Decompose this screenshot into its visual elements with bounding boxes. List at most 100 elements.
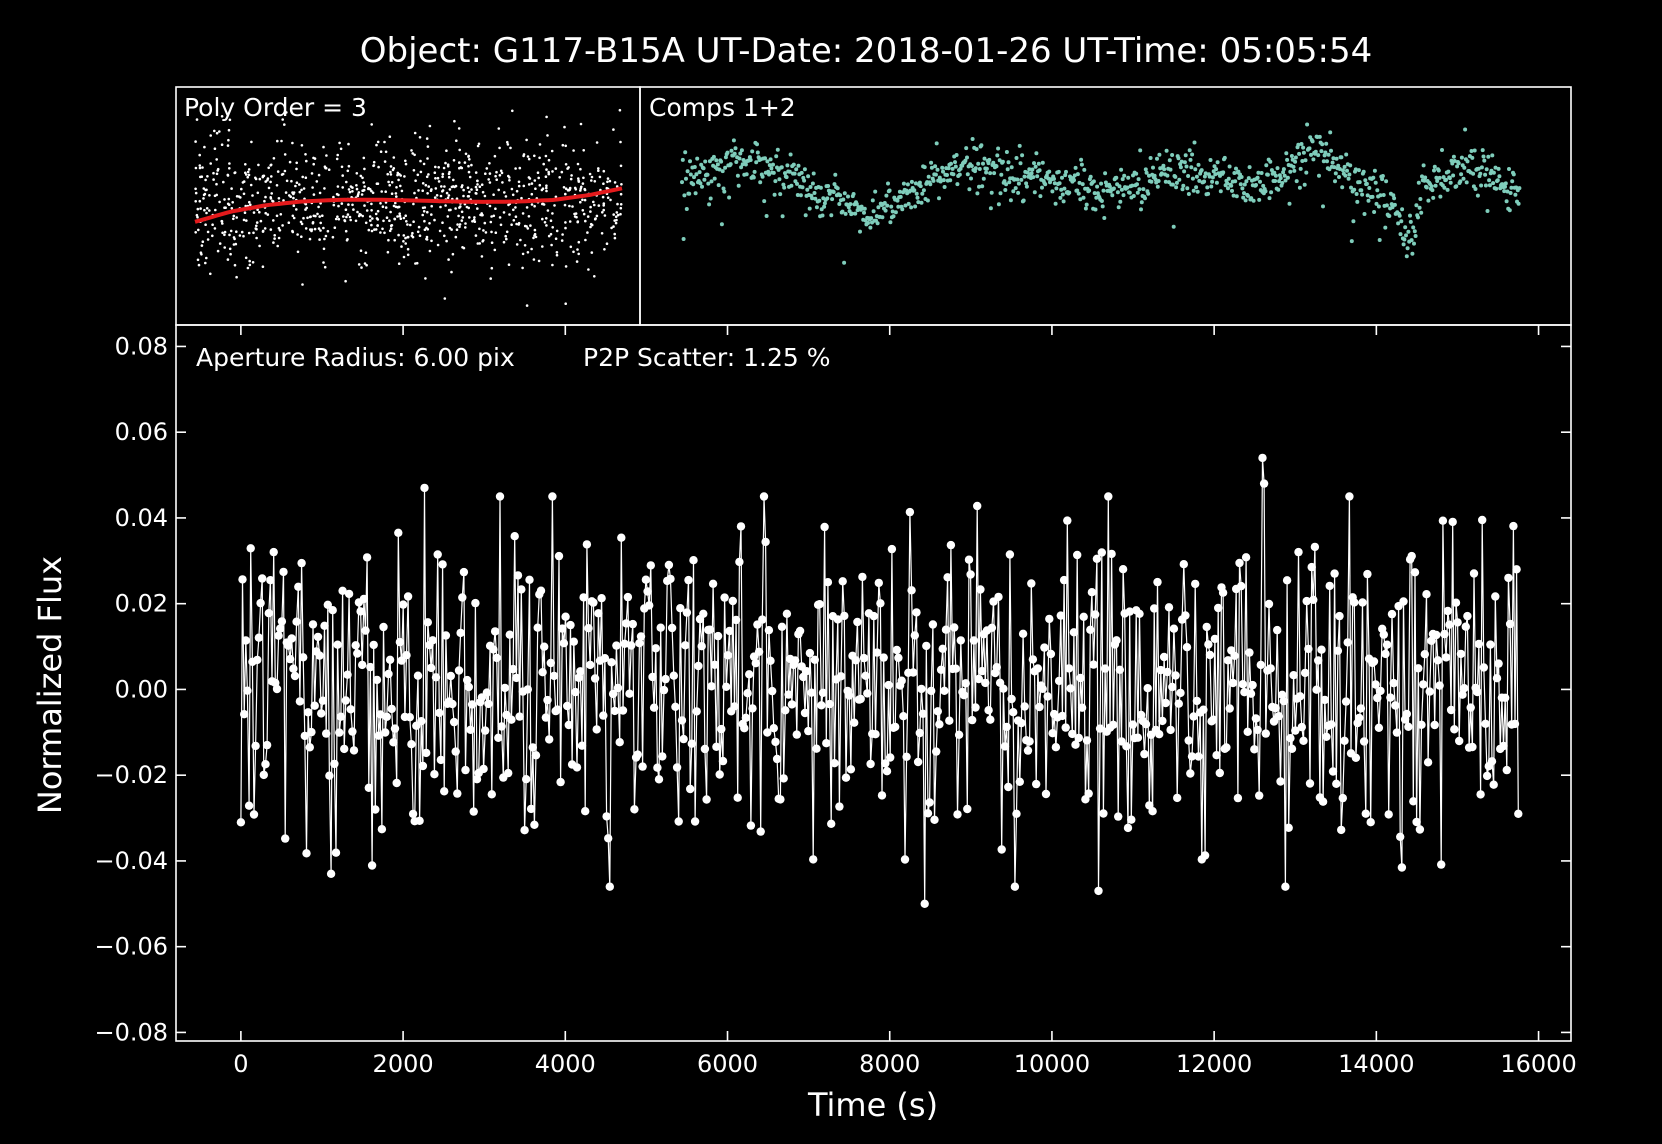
comps-data-point xyxy=(1455,164,1460,169)
poly-data-point xyxy=(584,219,587,223)
comps-data-point xyxy=(1444,177,1448,182)
comps-data-point xyxy=(1117,184,1122,189)
poly-data-point xyxy=(359,174,363,178)
poly-data-point xyxy=(365,209,369,212)
poly-data-point xyxy=(209,162,212,165)
y-tick-label: −0.04 xyxy=(94,847,168,875)
comps-data-point xyxy=(1206,191,1211,196)
comps-data-point xyxy=(1281,170,1286,175)
comps-data-point xyxy=(723,165,728,170)
light-curve-point xyxy=(1458,690,1467,699)
comps-data-point xyxy=(862,206,867,211)
comps-data-point xyxy=(977,167,982,171)
light-curve-point xyxy=(886,753,895,762)
poly-data-point xyxy=(368,215,372,218)
poly-data-point xyxy=(421,206,425,210)
poly-data-point xyxy=(483,221,487,225)
comps-data-point xyxy=(1347,172,1352,177)
poly-data-point xyxy=(538,183,542,187)
poly-data-point xyxy=(215,182,218,186)
comps-data-point xyxy=(925,198,930,203)
light-curve-point xyxy=(676,604,685,613)
light-curve-point xyxy=(835,802,844,811)
comps-data-point xyxy=(1481,154,1486,159)
poly-data-point xyxy=(416,230,420,234)
poly-data-point xyxy=(223,230,227,234)
light-curve-point xyxy=(1441,653,1451,662)
poly-data-point xyxy=(505,230,509,234)
poly-data-point xyxy=(564,226,567,230)
light-curve-point xyxy=(379,622,388,632)
poly-data-point xyxy=(480,255,484,258)
poly-data-point xyxy=(563,125,566,129)
poly-data-point xyxy=(425,237,428,241)
poly-data-point xyxy=(384,190,388,193)
light-curve-point xyxy=(708,579,718,588)
poly-data-point xyxy=(213,129,216,133)
comps-data-point xyxy=(933,172,938,177)
comps-data-point xyxy=(1483,172,1488,177)
light-curve-point xyxy=(515,712,524,721)
light-curve-point xyxy=(1478,515,1487,525)
poly-data-point xyxy=(291,230,295,234)
poly-data-point xyxy=(231,201,234,204)
light-curve-point xyxy=(381,728,390,737)
comps-data-point xyxy=(794,167,799,172)
light-curve-point xyxy=(1309,595,1318,604)
comps-data-point xyxy=(772,192,777,197)
light-curve-point xyxy=(1371,680,1380,689)
light-curve-point xyxy=(507,715,516,724)
comps-data-point xyxy=(1402,237,1407,242)
poly-data-point xyxy=(577,252,580,256)
light-curve-point xyxy=(341,696,350,705)
comps-data-point xyxy=(1349,239,1354,244)
poly-data-point xyxy=(461,184,464,187)
poly-data-point xyxy=(312,193,316,196)
comps-data-point xyxy=(1469,149,1474,153)
comps-data-point xyxy=(1032,190,1037,195)
light-curve-point xyxy=(1128,720,1138,729)
poly-data-point xyxy=(295,161,299,165)
poly-data-point xyxy=(351,190,354,193)
poly-data-point xyxy=(538,143,542,146)
comps-data-point xyxy=(964,146,969,151)
comps-data-point xyxy=(706,181,711,186)
poly-data-point xyxy=(406,247,410,251)
poly-data-point xyxy=(467,170,471,174)
comps-data-point xyxy=(884,193,889,198)
poly-data-point xyxy=(399,174,403,177)
light-curve-point xyxy=(1514,809,1523,818)
comps-data-point xyxy=(1475,193,1480,198)
comps-data-point xyxy=(1337,175,1341,179)
poly-data-point xyxy=(226,144,230,147)
comps-data-point xyxy=(1354,192,1359,196)
light-curve-point xyxy=(1163,667,1172,677)
light-curve-point xyxy=(1361,809,1371,818)
poly-data-point xyxy=(530,182,534,185)
poly-data-point xyxy=(489,277,493,280)
comps-data-point xyxy=(1190,152,1195,157)
light-curve-point xyxy=(1059,575,1069,585)
poly-data-point xyxy=(356,194,360,198)
comps-data-point xyxy=(1353,167,1358,172)
light-curve-point xyxy=(351,641,360,650)
poly-data-point xyxy=(341,174,345,177)
light-curve-point xyxy=(1445,620,1454,629)
comps-data-point xyxy=(1507,167,1511,171)
light-curve-point xyxy=(259,770,268,780)
comps-data-point xyxy=(890,209,895,214)
poly-data-point xyxy=(613,181,617,184)
comps-data-point xyxy=(1361,169,1366,174)
poly-data-point xyxy=(247,173,251,177)
poly-data-point xyxy=(270,175,273,178)
comps-data-point xyxy=(695,156,700,161)
poly-data-point xyxy=(517,221,521,225)
poly-data-point xyxy=(292,192,295,196)
poly-data-point xyxy=(522,154,525,158)
poly-data-point xyxy=(564,221,567,224)
comps-data-point xyxy=(1281,167,1286,172)
comps-data-point xyxy=(1309,152,1313,157)
poly-data-point xyxy=(213,147,217,150)
light-curve-point xyxy=(617,533,626,542)
light-curve-point xyxy=(1492,674,1502,683)
